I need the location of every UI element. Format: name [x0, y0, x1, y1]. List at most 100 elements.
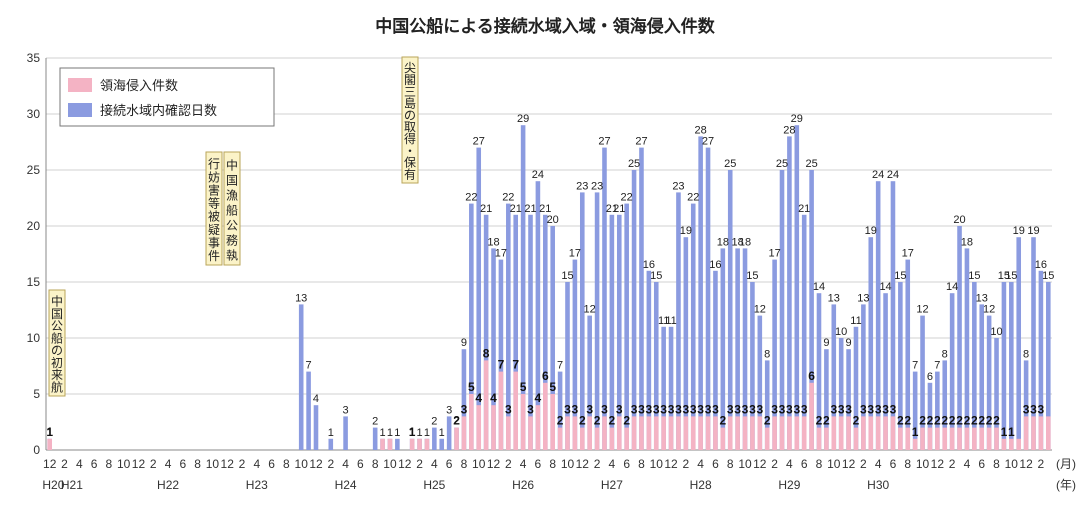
pink-bar — [816, 427, 822, 450]
pink-bar — [824, 427, 829, 450]
pink-value-label: 3 — [845, 402, 852, 416]
pink-value-label: 3 — [675, 402, 682, 416]
pink-bar — [801, 416, 807, 450]
legend-box — [59, 67, 275, 127]
x-tick-label: 2 — [860, 457, 867, 471]
pink-bar — [417, 438, 422, 450]
x-tick-label: 4 — [253, 457, 260, 471]
blue-value-label: 1 — [409, 427, 415, 439]
blue-bar — [972, 282, 977, 450]
pink-value-label: 5 — [468, 380, 475, 394]
pink-value-label: 2 — [964, 414, 971, 428]
blue-value-label: 25 — [628, 158, 640, 170]
blue-bar — [602, 147, 607, 450]
pink-value-label: 3 — [712, 402, 719, 416]
blue-bar — [550, 226, 555, 450]
blue-bar — [979, 304, 985, 450]
blue-bar — [1016, 237, 1022, 450]
blue-bar — [942, 360, 948, 450]
blue-bar — [809, 170, 814, 450]
pink-bar — [838, 416, 844, 450]
blue-bar — [868, 237, 874, 450]
blue-bar — [587, 315, 592, 450]
pink-value-label: 2 — [919, 414, 926, 428]
era-label: H28 — [690, 478, 712, 492]
blue-bar — [920, 315, 925, 450]
blue-bar — [824, 349, 829, 450]
y-axis: 0 5 10 15 20 25 30 35 — [27, 51, 47, 457]
pink-value-label: 8 — [483, 346, 490, 360]
blue-bar — [676, 192, 681, 450]
era-label: H20 — [42, 478, 64, 492]
pink-bar — [520, 394, 526, 450]
x-tick-label: 4 — [165, 457, 172, 471]
blue-bar — [698, 136, 703, 450]
pink-bar — [1016, 438, 1022, 450]
x-unit-month: (月) — [1056, 457, 1076, 471]
blue-value-label: 29 — [791, 113, 803, 125]
pink-bar — [476, 405, 482, 450]
pink-value-label: 3 — [875, 402, 882, 416]
era-label: H25 — [423, 478, 445, 492]
blue-bar — [787, 136, 792, 450]
x-tick-label: 10 — [117, 457, 131, 471]
pink-bar — [957, 427, 962, 450]
x-tick-label: 10 — [827, 457, 841, 471]
pink-bar — [779, 416, 785, 450]
x-tick-label: 2 — [505, 457, 512, 471]
blue-bar — [1046, 282, 1051, 450]
pink-value-label: 4 — [490, 391, 497, 405]
pink-value-label: 2 — [623, 414, 630, 428]
pink-bar — [750, 416, 755, 450]
pink-value-label: 3 — [1038, 402, 1045, 416]
blue-value-label: 12 — [916, 304, 928, 316]
x-tick-label: 12 — [576, 457, 590, 471]
blue-bar — [949, 293, 955, 450]
blue-bar — [395, 438, 400, 450]
pink-value-label: 3 — [793, 402, 800, 416]
pink-bar — [986, 427, 992, 450]
blue-value-label: 15 — [746, 270, 758, 282]
blue-value-label: 2 — [372, 416, 378, 428]
blue-value-label: 24 — [532, 169, 544, 181]
blue-value-label: 8 — [764, 348, 770, 360]
blue-bar — [986, 315, 992, 450]
blue-value-label: 17 — [569, 248, 581, 260]
pink-value-label: 3 — [690, 402, 697, 416]
pink-value-label: 3 — [461, 402, 468, 416]
x-tick-label: 8 — [904, 457, 911, 471]
pink-bar — [1046, 416, 1051, 450]
blue-value-label: 15 — [894, 270, 906, 282]
pink-value-label: 1 — [46, 425, 53, 439]
blue-bar — [1031, 237, 1036, 450]
x-tick-label: 4 — [875, 457, 882, 471]
blue-value-label: 8 — [1023, 348, 1029, 360]
pink-bar — [631, 416, 637, 450]
blue-value-label: 21 — [539, 203, 551, 215]
blue-bar — [816, 293, 822, 450]
x-tick-label: 2 — [150, 457, 157, 471]
blue-value-label: 9 — [461, 337, 467, 349]
pink-bar — [483, 360, 489, 450]
blue-bar — [572, 259, 578, 450]
era-label: H29 — [778, 478, 800, 492]
pink-value-label: 2 — [557, 414, 564, 428]
blue-value-label: 21 — [613, 203, 625, 215]
x-tick-label: 8 — [727, 457, 734, 471]
pink-value-label: 2 — [453, 414, 460, 428]
blue-bar — [861, 304, 866, 450]
era-label: H23 — [246, 478, 268, 492]
pink-bar — [794, 416, 800, 450]
pink-value-label: 3 — [653, 402, 660, 416]
blue-value-label: 17 — [902, 248, 914, 260]
blue-bar — [905, 259, 911, 450]
pink-bar — [609, 427, 615, 450]
blue-bar — [898, 282, 903, 450]
x-tick-label: 8 — [194, 457, 201, 471]
blue-bar — [557, 371, 563, 450]
pink-value-label: 2 — [816, 414, 823, 428]
blue-bar — [890, 181, 896, 450]
blue-value-label: 19 — [865, 225, 877, 237]
blue-value-label: 24 — [872, 169, 884, 181]
